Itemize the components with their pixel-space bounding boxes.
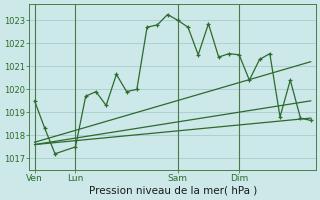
X-axis label: Pression niveau de la mer( hPa ): Pression niveau de la mer( hPa ): [89, 186, 257, 196]
